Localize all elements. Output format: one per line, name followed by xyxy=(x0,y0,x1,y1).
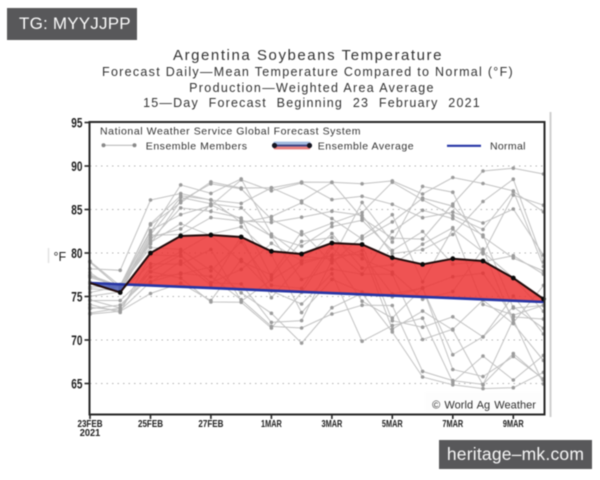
svg-text:85: 85 xyxy=(71,202,82,218)
svg-text:9MAR: 9MAR xyxy=(503,419,524,430)
svg-text:1MAR: 1MAR xyxy=(261,419,282,430)
svg-text:25FEB: 25FEB xyxy=(138,419,163,430)
svg-text:70: 70 xyxy=(71,332,82,348)
svg-text:Ensemble Average: Ensemble Average xyxy=(318,141,414,153)
svg-text:7MAR: 7MAR xyxy=(442,419,463,430)
svg-text:23FEB: 23FEB xyxy=(78,419,103,430)
svg-text:Normal: Normal xyxy=(490,141,526,153)
svg-text:80: 80 xyxy=(71,245,82,261)
svg-text:Ensemble Members: Ensemble Members xyxy=(146,141,248,153)
svg-text:90: 90 xyxy=(71,158,82,174)
svg-text:65: 65 xyxy=(71,376,82,392)
svg-text:2021: 2021 xyxy=(80,428,101,439)
svg-text:3MAR: 3MAR xyxy=(322,419,343,430)
svg-text:27FEB: 27FEB xyxy=(198,419,223,430)
svg-text:© World Ag Weather: © World Ag Weather xyxy=(432,400,536,412)
svg-text:95: 95 xyxy=(71,115,82,131)
svg-text:75: 75 xyxy=(71,289,82,305)
svg-text:°F: °F xyxy=(54,250,67,264)
svg-text:5MAR: 5MAR xyxy=(382,419,403,430)
svg-text:National Weather Service Globa: National Weather Service Global Forecast… xyxy=(100,126,361,138)
